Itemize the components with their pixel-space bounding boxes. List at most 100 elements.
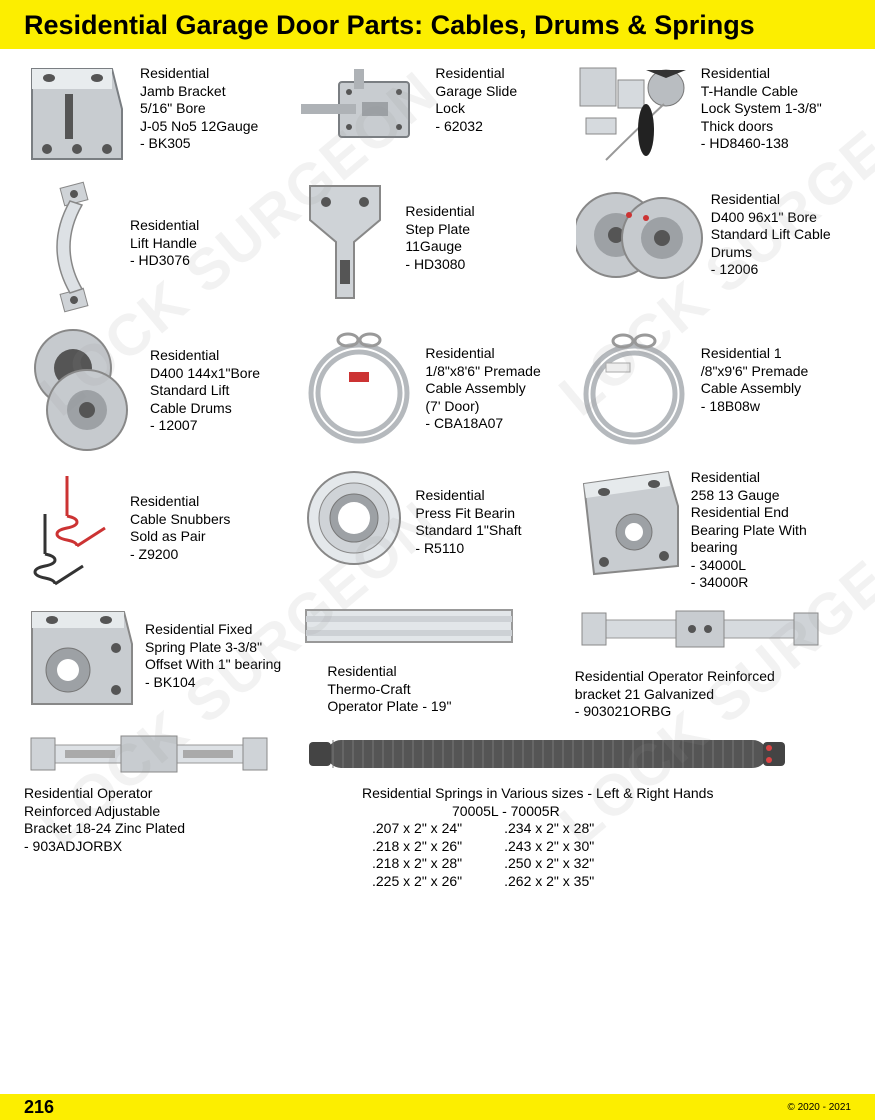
product-image-drums-144	[24, 325, 144, 455]
desc-line: Thermo-Craft	[327, 681, 451, 699]
product-image-t-handle	[575, 59, 695, 169]
desc-line: - R5110	[415, 540, 521, 558]
desc-line: Residential	[425, 345, 540, 363]
desc-line: Drums	[711, 244, 831, 262]
desc-line: Standard Lift Cable	[711, 226, 831, 244]
desc-line: Sold as Pair	[130, 528, 230, 546]
content-area: Residential Jamb Bracket 5/16" Bore J-05…	[0, 49, 875, 890]
spec-line: .243 x 2" x 30"	[504, 838, 594, 856]
desc-line: Residential	[150, 347, 260, 365]
desc-line: Residential	[130, 217, 199, 235]
desc-line: - 903ADJORBX	[24, 838, 274, 856]
product-image-spring-plate	[24, 601, 139, 721]
desc-line: Residential	[711, 191, 831, 209]
springs-title: Residential Springs in Various sizes - L…	[302, 779, 851, 820]
product-desc: Residential Garage Slide Lock - 62032	[435, 59, 517, 135]
product-cell: Residential Step Plate 11Gauge - HD3080	[299, 177, 574, 317]
desc-line: - BK104	[145, 674, 281, 692]
springs-spec-table: .207 x 2" x 24" .218 x 2" x 26" .218 x 2…	[372, 820, 851, 890]
product-image-lift-handle	[24, 177, 124, 317]
product-desc: Residential 258 13 Gauge Residential End…	[691, 463, 807, 592]
desc-line: Thick doors	[701, 118, 822, 136]
desc-line: /8"x9'6" Premade	[701, 363, 809, 381]
product-image-adj-bracket	[24, 729, 274, 779]
desc-line: Cable Snubbers	[130, 511, 230, 529]
desc-line: - HD3076	[130, 252, 199, 270]
desc-line: - 34000L	[691, 557, 807, 575]
product-cell-springs: Residential Springs in Various sizes - L…	[302, 729, 851, 890]
desc-line: 258 13 Gauge	[691, 487, 807, 505]
product-cell: Residential Operator Reinforced bracket …	[575, 601, 850, 721]
product-desc: Residential Operator Reinforced bracket …	[575, 662, 775, 721]
desc-line: Residential	[701, 65, 822, 83]
desc-line: Jamb Bracket	[140, 83, 258, 101]
product-image-springs	[302, 729, 792, 779]
desc-line: Residential	[327, 663, 451, 681]
desc-line: - 34000R	[691, 574, 807, 592]
product-desc: Residential D400 144x1"Bore Standard Lif…	[150, 325, 260, 435]
desc-line: Residential	[435, 65, 517, 83]
product-cell: Residential 1/8"x8'6" Premade Cable Asse…	[299, 325, 574, 455]
desc-line: Reinforced Adjustable	[24, 803, 274, 821]
product-cell: Residential 258 13 Gauge Residential End…	[575, 463, 850, 593]
desc-line: - 903021ORBG	[575, 703, 775, 721]
page-footer: 216 © 2020 - 2021	[0, 1094, 875, 1120]
product-desc: Residential Lift Handle - HD3076	[130, 177, 199, 270]
desc-line: Residential Operator Reinforced	[575, 668, 775, 686]
product-cell: Residential Lift Handle - HD3076	[24, 177, 299, 317]
spec-line: .218 x 2" x 28"	[372, 855, 462, 873]
product-desc: Residential 1 /8"x9'6" Premade Cable Ass…	[701, 325, 809, 415]
desc-line: Lift Handle	[130, 235, 199, 253]
desc-line: Residential	[130, 493, 230, 511]
desc-line: Garage Slide	[435, 83, 517, 101]
spec-line: .234 x 2" x 28"	[504, 820, 594, 838]
product-desc: Residential Step Plate 11Gauge - HD3080	[405, 177, 474, 273]
product-image-cable-9	[575, 325, 695, 455]
product-desc: Residential D400 96x1" Bore Standard Lif…	[711, 177, 831, 279]
desc-line: Cable Drums	[150, 400, 260, 418]
desc-line: Offset With 1" bearing	[145, 656, 281, 674]
page-number: 216	[24, 1097, 54, 1118]
desc-line: bearing	[691, 539, 807, 557]
desc-line: Residential Fixed	[145, 621, 281, 639]
product-row: Residential Lift Handle - HD3076 Residen…	[24, 177, 851, 317]
desc-line: Residential	[691, 469, 807, 487]
desc-line: 5/16" Bore	[140, 100, 258, 118]
desc-line: Residential 1	[701, 345, 809, 363]
product-cell: Residential Operator Reinforced Adjustab…	[24, 729, 274, 890]
desc-line: Step Plate	[405, 221, 474, 239]
desc-line: Bearing Plate With	[691, 522, 807, 540]
desc-line: - CBA18A07	[425, 415, 540, 433]
desc-line: Residential Operator	[24, 785, 274, 803]
desc-line: 11Gauge	[405, 238, 474, 256]
product-cell: Residential T-Handle Cable Lock System 1…	[575, 59, 850, 169]
spec-line: .250 x 2" x 32"	[504, 855, 594, 873]
desc-line: Cable Assembly	[425, 380, 540, 398]
desc-line: J-05 No5 12Gauge	[140, 118, 258, 136]
product-cell: Residential Thermo-Craft Operator Plate …	[299, 601, 574, 721]
product-row: Residential Fixed Spring Plate 3-3/8" Of…	[24, 601, 851, 721]
desc-line: D400 96x1" Bore	[711, 209, 831, 227]
desc-line: Lock	[435, 100, 517, 118]
product-desc: Residential Fixed Spring Plate 3-3/8" Of…	[145, 601, 281, 691]
product-row: Residential Jamb Bracket 5/16" Bore J-05…	[24, 59, 851, 169]
desc-line: - BK305	[140, 135, 258, 153]
spec-line: .207 x 2" x 24"	[372, 820, 462, 838]
springs-spec-col-right: .234 x 2" x 28" .243 x 2" x 30" .250 x 2…	[504, 820, 594, 890]
desc-line: Standard Lift	[150, 382, 260, 400]
desc-line: Press Fit Bearin	[415, 505, 521, 523]
spec-line: .262 x 2" x 35"	[504, 873, 594, 891]
product-cell: Residential Garage Slide Lock - 62032	[299, 59, 574, 169]
product-cell: Residential Press Fit Bearin Standard 1"…	[299, 463, 574, 593]
desc-line: Spring Plate 3-3/8"	[145, 639, 281, 657]
desc-line: 1/8"x8'6" Premade	[425, 363, 540, 381]
product-row-bottom: Residential Operator Reinforced Adjustab…	[24, 729, 851, 890]
desc-line: Residential	[415, 487, 521, 505]
product-cell: Residential Cable Snubbers Sold as Pair …	[24, 463, 299, 593]
desc-line: - HD8460-138	[701, 135, 822, 153]
product-cell: Residential 1 /8"x9'6" Premade Cable Ass…	[575, 325, 850, 455]
product-image-cable-7	[299, 325, 419, 455]
desc-line: - 12007	[150, 417, 260, 435]
product-desc: Residential Jamb Bracket 5/16" Bore J-05…	[140, 59, 258, 153]
desc-line: Residential Springs in Various sizes - L…	[362, 785, 851, 803]
